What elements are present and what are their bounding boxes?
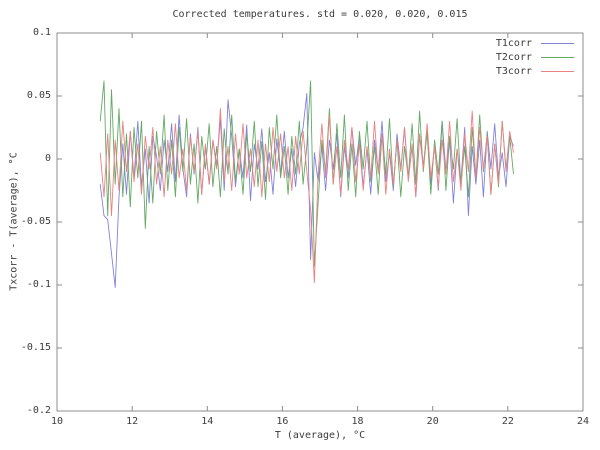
x-tick-label: 18 [351, 416, 364, 427]
y-tick-label: -0.15 [20, 342, 51, 353]
x-tick-label: 14 [201, 416, 214, 427]
legend-label: T2corr [495, 51, 532, 63]
legend-label: T1corr [495, 37, 532, 49]
y-tick-label: 0 [44, 153, 51, 164]
x-tick-label: 10 [50, 416, 64, 427]
x-axis-label: T (average), °C [274, 430, 366, 441]
x-tick-label: 20 [426, 416, 439, 427]
x-tick-label: 16 [276, 416, 289, 427]
y-tick-label: -0.2 [26, 405, 51, 416]
legend-line-sample-icon [541, 42, 574, 44]
legend: T1corr T2corr T3corr [496, 36, 574, 78]
y-tick-label: -0.1 [26, 279, 51, 290]
x-tick-label: 24 [576, 416, 590, 427]
legend-line-sample-icon [541, 70, 574, 72]
y-tick-label: 0.1 [32, 27, 51, 38]
x-tick-label: 12 [126, 416, 139, 427]
y-tick-label: -0.05 [20, 216, 51, 227]
legend-entry-t1corr: T1corr [496, 36, 574, 50]
x-tick-label: 22 [501, 416, 514, 427]
series-line-t2corr [99, 80, 514, 267]
series-line-t3corr [99, 108, 514, 283]
legend-entry-t3corr: T3corr [496, 64, 574, 78]
legend-entry-t2corr: T2corr [496, 50, 574, 64]
plot-border [56, 32, 584, 412]
legend-label: T3corr [495, 65, 532, 77]
series-line-t1corr [99, 93, 514, 288]
y-tick-label: 0.05 [26, 90, 51, 101]
chart-title: Corrected temperatures. std = 0.020, 0.0… [172, 9, 468, 20]
legend-line-sample-icon [541, 56, 574, 58]
